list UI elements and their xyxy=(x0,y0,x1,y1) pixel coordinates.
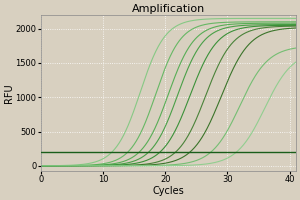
Title: Amplification: Amplification xyxy=(132,4,205,14)
Y-axis label: RFU: RFU xyxy=(4,83,14,103)
X-axis label: Cycles: Cycles xyxy=(152,186,184,196)
